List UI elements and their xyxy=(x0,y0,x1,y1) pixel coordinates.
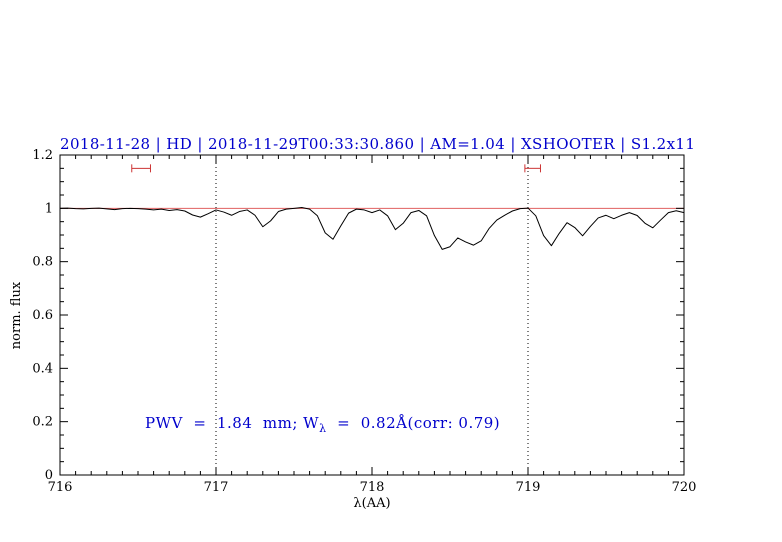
y-tick-label: 1 xyxy=(45,201,53,216)
y-tick-label: 0.6 xyxy=(32,308,53,323)
y-tick-label: 0.4 xyxy=(32,361,53,376)
y-tick-label: 1.2 xyxy=(32,148,53,163)
y-axis-label: norm. flux xyxy=(9,281,25,349)
pwv-annotation: PWV = 1.84 mm; Wλ = 0.82Å(corr: 0.79) xyxy=(145,414,500,435)
pwv-annotation-post: = 0.82Å(corr: 0.79) xyxy=(326,414,501,432)
y-tick-label: 0 xyxy=(45,468,53,483)
x-tick-label: 718 xyxy=(360,480,385,495)
x-tick-label: 717 xyxy=(204,480,229,495)
spectrum-line xyxy=(59,207,685,250)
x-tick-label: 716 xyxy=(48,480,73,495)
y-axis-label-wrap: norm. flux xyxy=(0,155,34,475)
plot-title: 2018-11-28 | HD | 2018-11-29T00:33:30.86… xyxy=(60,135,696,153)
pwv-annotation-pre: PWV = 1.84 mm; W xyxy=(145,414,320,432)
y-tick-label: 0.8 xyxy=(32,255,53,270)
x-tick-label: 719 xyxy=(516,480,541,495)
y-tick-label: 0.2 xyxy=(32,415,53,430)
pwv-annotation-sub: λ xyxy=(319,422,327,435)
x-tick-label: 720 xyxy=(672,480,697,495)
x-axis-label: λ(AA) xyxy=(353,496,391,511)
